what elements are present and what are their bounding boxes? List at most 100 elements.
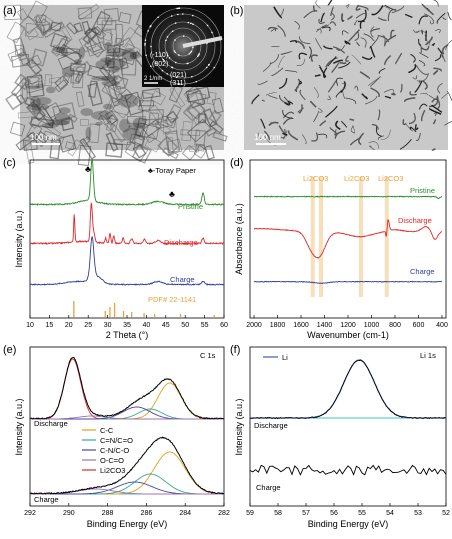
x-tick-label: 1200 <box>340 322 356 329</box>
flake <box>148 104 164 121</box>
sheet-edge <box>359 71 370 80</box>
xlabel-c: 2 Theta (°) <box>106 330 148 340</box>
dark-cluster <box>129 51 141 59</box>
saed-spot <box>166 73 169 75</box>
sheet-edge <box>350 125 355 134</box>
sheet-edge <box>412 75 418 80</box>
dark-cluster <box>85 126 92 141</box>
dark-cluster <box>91 75 113 81</box>
sheet-edge <box>423 13 435 24</box>
saed-spot <box>174 51 177 54</box>
sheet-edge <box>359 20 365 29</box>
sheet-edge <box>387 8 396 22</box>
sheet-edge <box>329 126 339 135</box>
sheet-edge <box>268 94 278 99</box>
sheet-edge <box>295 86 299 93</box>
x-tick-label: 59 <box>246 510 254 517</box>
sheet-edge <box>420 109 426 122</box>
sheet-edge <box>394 52 403 65</box>
dark-cluster <box>41 122 59 129</box>
saed-spot <box>174 61 177 64</box>
x-tick-label: 30 <box>104 322 112 329</box>
flake <box>132 143 147 159</box>
saed-spot <box>174 22 177 24</box>
panel-e: 292 290 288 286 284 282 C 1s Discharge Charge… <box>3 344 230 529</box>
flake <box>16 8 29 21</box>
flake <box>85 27 103 53</box>
sheet-edge <box>363 33 375 42</box>
sheet-edge <box>330 6 334 17</box>
sheet-edge <box>360 37 367 48</box>
series-discharge-e <box>29 356 225 420</box>
sheet-edge <box>327 0 333 6</box>
sheet-edge <box>329 21 337 26</box>
panel-letter-a: (a) <box>3 5 16 17</box>
sheet-edge <box>431 148 436 151</box>
sheet-edge <box>414 124 419 131</box>
sheet-edge <box>349 118 355 122</box>
sheet-edge <box>420 93 428 96</box>
sheet-edge <box>344 40 351 46</box>
dark-cluster <box>105 58 127 69</box>
sheet-edge <box>355 41 360 47</box>
panel-b: 100 nm (b) <box>230 0 452 151</box>
flake <box>186 90 207 106</box>
flake <box>58 43 83 64</box>
flake <box>3 4 22 21</box>
sheet-edge <box>325 57 338 68</box>
sheet-edge <box>269 54 280 65</box>
flake <box>181 120 193 142</box>
sheet-edge <box>429 20 434 25</box>
sheet-edge <box>436 96 441 110</box>
tem-texture-b <box>251 0 452 151</box>
sheet-edge <box>335 120 341 130</box>
x-tick-label: 35 <box>123 322 131 329</box>
sheet-edge <box>403 96 416 103</box>
flake <box>24 76 40 88</box>
flake <box>204 144 215 160</box>
ylabel-c: Intensity (a.u.) <box>14 210 24 267</box>
dark-cluster <box>117 94 139 108</box>
flake <box>67 113 78 123</box>
sheet-edge <box>268 121 279 126</box>
saed-spot <box>182 35 185 37</box>
flake <box>79 137 97 160</box>
sheet-edge <box>289 40 298 44</box>
saed-ring <box>164 27 202 65</box>
sheet-edge <box>361 56 373 60</box>
saed-plane-2: (002) <box>152 61 168 68</box>
flake <box>78 33 97 53</box>
sheet-edge <box>299 36 311 44</box>
saed-spot <box>190 50 193 53</box>
sheet-edge <box>371 5 384 16</box>
sheet-edge <box>415 132 421 142</box>
sheet-edge <box>313 110 319 122</box>
sheet-edge <box>429 95 439 108</box>
sheet-edge <box>446 90 452 101</box>
saed-spot <box>166 54 169 57</box>
flake <box>81 20 91 35</box>
flake <box>111 74 123 86</box>
flake <box>127 116 146 124</box>
flake <box>54 75 70 90</box>
dark-cluster <box>35 96 52 105</box>
x-tick-label: 45 <box>162 322 170 329</box>
flake <box>183 85 199 99</box>
saed-spot <box>187 21 190 24</box>
sheet-edge <box>434 54 442 62</box>
flake <box>44 122 62 138</box>
flake <box>137 91 154 113</box>
sheet-edge <box>354 19 358 26</box>
dark-cluster <box>46 86 56 94</box>
flake <box>211 97 224 114</box>
sheet-edge <box>271 67 284 77</box>
sheet-edge <box>325 105 338 118</box>
sheet-edge <box>424 34 428 45</box>
dark-cluster <box>35 83 45 89</box>
sheet-edge <box>319 120 327 127</box>
sheet-edge <box>421 3 435 16</box>
flake <box>118 12 132 24</box>
saed-spot <box>165 39 167 42</box>
sheet-edge <box>251 94 260 105</box>
